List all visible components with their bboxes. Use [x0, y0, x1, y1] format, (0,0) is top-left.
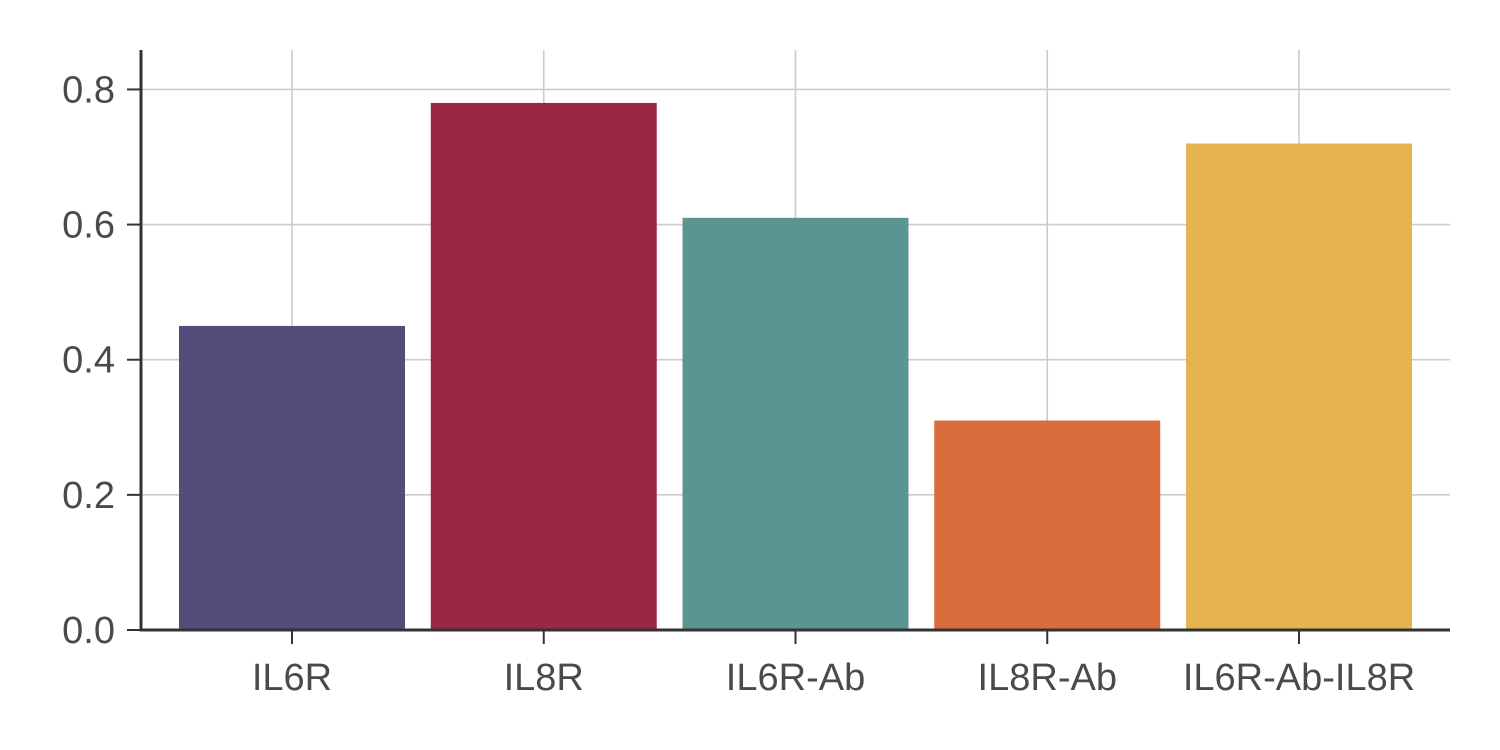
x-tick-label: IL6R-Ab-IL8R: [1183, 657, 1415, 699]
y-tick-label: 0.8: [62, 69, 115, 111]
x-tick-label: IL6R-Ab: [726, 657, 865, 699]
y-tick-label: 0.0: [62, 610, 115, 652]
x-tick-label: IL6R: [252, 657, 332, 699]
bar-il6r-ab-il8r: [1186, 143, 1412, 630]
ticks: [127, 88, 1300, 644]
tick-labels: 0.0 0.2 0.4 0.6 0.8 IL6R IL8R IL6R-Ab IL8R-Ab IL6…: [62, 69, 1415, 699]
y-tick-label: 0.4: [62, 340, 115, 382]
y-tick-label: 0.6: [62, 205, 115, 247]
bars: [179, 102, 1412, 631]
bar-il8r: [430, 102, 657, 631]
x-tick-label: IL8R: [504, 657, 584, 699]
bar-il8r-ab: [934, 420, 1161, 630]
y-tick-label: 0.2: [62, 475, 115, 517]
bar-il6r-ab: [682, 217, 909, 630]
bar-il6r: [179, 325, 405, 630]
x-tick-label: IL8R-Ab: [978, 657, 1117, 699]
